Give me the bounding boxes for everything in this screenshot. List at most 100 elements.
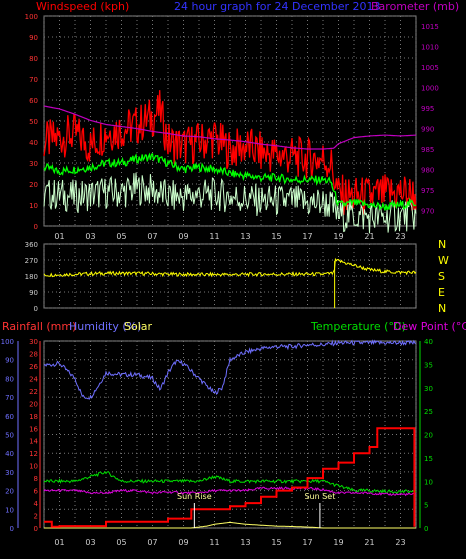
humidity-tick-label: 0 bbox=[10, 525, 14, 533]
humidity-tick-label: 70 bbox=[5, 394, 14, 402]
compass-label: N bbox=[438, 302, 446, 315]
dewpoint-axis-label: Dew Point (°C) bbox=[393, 320, 466, 333]
humidity-tick-label: 20 bbox=[5, 488, 14, 496]
rainfall-tick-label: 14 bbox=[29, 438, 38, 446]
rainfall-tick-label: 18 bbox=[29, 413, 38, 421]
windspeed-tick-label: 10 bbox=[29, 202, 38, 210]
barometer-series-line bbox=[43, 105, 417, 150]
direction-tick-label: 180 bbox=[25, 273, 38, 281]
humidity-tick-label: 90 bbox=[5, 357, 14, 365]
barometer-tick-label: 995 bbox=[421, 105, 434, 113]
temperature-tick-label: 5 bbox=[424, 502, 428, 510]
dewpoint-series-line bbox=[43, 486, 417, 497]
humidity-tick-label: 80 bbox=[5, 375, 14, 383]
temperature-tick-label: 20 bbox=[424, 432, 433, 440]
hour-tick-label: 17 bbox=[302, 232, 312, 241]
windspeed-tick-label: 40 bbox=[29, 139, 38, 147]
compass-label: S bbox=[438, 270, 445, 283]
rainfall-tick-label: 8 bbox=[34, 475, 38, 483]
hour-tick-label: 13 bbox=[240, 232, 250, 241]
sun-event-label: Sun Set bbox=[304, 492, 335, 501]
humidity-tick-label: 10 bbox=[5, 506, 14, 514]
hour-tick-label: 05 bbox=[116, 232, 126, 241]
barometer-tick-label: 1005 bbox=[421, 64, 439, 72]
hour-tick-label: 15 bbox=[271, 232, 281, 241]
barometer-tick-label: 975 bbox=[421, 187, 434, 195]
hour-tick-label: 23 bbox=[395, 538, 405, 547]
direction-series-line bbox=[43, 257, 417, 278]
temperature-tick-label: 25 bbox=[424, 408, 433, 416]
humidity-tick-label: 30 bbox=[5, 469, 14, 477]
rainfall-tick-label: 4 bbox=[34, 500, 39, 508]
hour-tick-label: 15 bbox=[271, 538, 281, 547]
windspeed-tick-label: 20 bbox=[29, 181, 38, 189]
humidity-series-line bbox=[43, 339, 416, 400]
humidity-tick-label: 60 bbox=[5, 413, 14, 421]
hour-tick-label: 03 bbox=[85, 232, 95, 241]
barometer-tick-label: 980 bbox=[421, 167, 434, 175]
barometer-tick-label: 1015 bbox=[421, 23, 439, 31]
chart-title: 24 hour graph for 24 December 2013 bbox=[174, 0, 381, 13]
temperature-axis-label: Temperature (°C) bbox=[310, 320, 406, 333]
direction-tick-label: 90 bbox=[29, 289, 38, 297]
rainfall-tick-label: 10 bbox=[29, 463, 38, 471]
direction-tick-label: 360 bbox=[25, 241, 38, 249]
solar-series-line bbox=[44, 521, 416, 529]
average-series-line bbox=[43, 152, 416, 211]
rainfall-tick-label: 30 bbox=[29, 338, 38, 346]
hour-tick-label: 03 bbox=[85, 538, 95, 547]
humidity-tick-label: 40 bbox=[5, 450, 14, 458]
rainfall-tick-label: 24 bbox=[29, 375, 38, 383]
rainfall-tick-label: 2 bbox=[34, 513, 38, 521]
hour-tick-label: 11 bbox=[209, 538, 219, 547]
barometer-tick-label: 1010 bbox=[421, 44, 439, 52]
windspeed-tick-label: 70 bbox=[29, 76, 38, 84]
windspeed-tick-label: 50 bbox=[29, 118, 38, 126]
hour-tick-label: 23 bbox=[395, 232, 405, 241]
hour-tick-label: 21 bbox=[364, 232, 374, 241]
humidity-tick-label: 50 bbox=[5, 432, 14, 440]
temperature-tick-label: 40 bbox=[424, 338, 433, 346]
rainfall-tick-label: 12 bbox=[29, 450, 38, 458]
gust-series-line bbox=[43, 90, 417, 216]
rainfall-tick-label: 6 bbox=[34, 488, 39, 496]
windspeed-axis-label: Windspeed (kph) bbox=[36, 0, 129, 13]
temperature-tick-label: 10 bbox=[424, 478, 433, 486]
temperature-series-line bbox=[43, 470, 417, 495]
barometer-tick-label: 990 bbox=[421, 126, 434, 134]
compass-label: N bbox=[438, 238, 446, 251]
hour-tick-label: 17 bbox=[302, 538, 312, 547]
windspeed-tick-label: 100 bbox=[25, 13, 38, 21]
hour-tick-label: 07 bbox=[147, 232, 157, 241]
hour-tick-label: 19 bbox=[333, 538, 343, 547]
rainfall-axis-label: Rainfall (mm) bbox=[2, 320, 76, 333]
direction-tick-label: 270 bbox=[25, 257, 38, 265]
barometer-tick-label: 1000 bbox=[421, 85, 439, 93]
temperature-tick-label: 15 bbox=[424, 455, 433, 463]
hour-tick-label: 01 bbox=[54, 232, 64, 241]
compass-label: W bbox=[438, 254, 449, 267]
hour-tick-label: 07 bbox=[147, 538, 157, 547]
hour-tick-label: 09 bbox=[178, 232, 188, 241]
sun-event-label: Sun Rise bbox=[177, 492, 212, 501]
rainfall-tick-label: 16 bbox=[29, 425, 38, 433]
rainfall-tick-label: 22 bbox=[29, 388, 38, 396]
barometer-axis-label: Barometer (mb) bbox=[371, 0, 459, 13]
wind-series-line bbox=[43, 172, 417, 234]
temperature-tick-label: 30 bbox=[424, 385, 433, 393]
temperature-tick-label: 35 bbox=[424, 361, 433, 369]
humidity-tick-label: 100 bbox=[1, 338, 14, 346]
rainfall-tick-label: 26 bbox=[29, 363, 38, 371]
windspeed-tick-label: 30 bbox=[29, 160, 38, 168]
hour-tick-label: 05 bbox=[116, 538, 126, 547]
temperature-tick-label: 0 bbox=[424, 525, 428, 533]
windspeed-tick-label: 80 bbox=[29, 55, 38, 63]
hour-tick-label: 21 bbox=[364, 538, 374, 547]
direction-tick-label: 0 bbox=[34, 305, 38, 313]
hour-tick-label: 19 bbox=[333, 232, 343, 241]
hour-tick-label: 11 bbox=[209, 232, 219, 241]
rainfall-series-line bbox=[44, 427, 416, 528]
barometer-tick-label: 970 bbox=[421, 207, 434, 215]
rainfall-tick-label: 28 bbox=[29, 350, 38, 358]
